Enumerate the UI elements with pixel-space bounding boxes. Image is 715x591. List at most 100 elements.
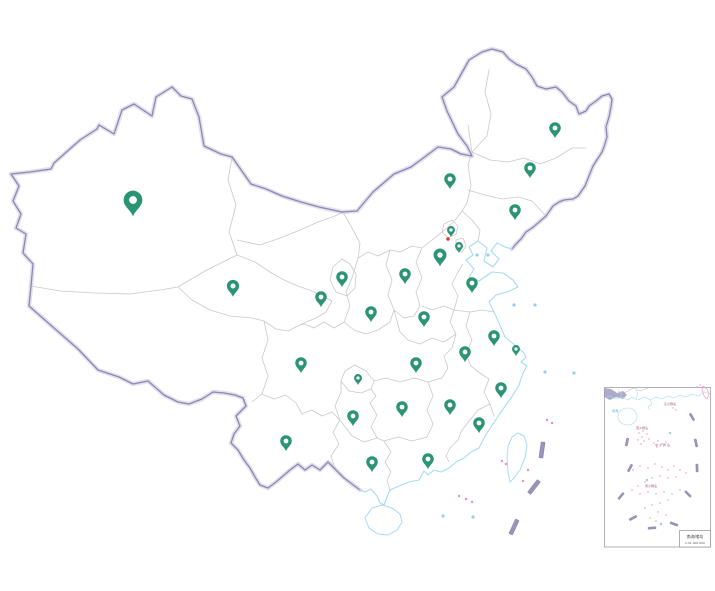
pin-hole [449,228,453,232]
map-pin-shandong[interactable] [466,277,478,294]
map-pin-gansu[interactable] [315,291,327,308]
map-pin-shanghai[interactable] [512,345,520,357]
map-pin-jiangsu[interactable] [488,330,500,347]
map-pin-liaoning[interactable] [509,204,521,221]
inset-island-dot [639,493,641,495]
pin-hole [469,280,475,286]
pin-hole [514,347,518,351]
map-pin-yunnan[interactable] [280,435,292,452]
pin-hole [498,385,504,391]
pin-hole [402,271,408,277]
map-pin-hunan[interactable] [396,401,408,418]
map-pin-neimenggu[interactable] [444,173,456,190]
map-pin-shanxi[interactable] [399,268,411,285]
pin-hole [283,438,289,444]
inset-island-dot [651,504,653,506]
map-pin-chongqing[interactable] [354,374,362,386]
inset-island-dot [672,407,674,409]
coastline [359,240,528,506]
inset-island-dot [654,463,656,465]
map-pin-guangxi[interactable] [366,456,378,473]
map-pin-zhejiang[interactable] [495,382,507,399]
map-pin-jilin[interactable] [524,162,536,179]
map-pin-henan[interactable] [418,311,430,328]
sea-dot-blue [512,303,516,307]
map-pin-fujian[interactable] [473,417,485,434]
sea-dot-blue [572,371,576,375]
inset-island-dot [641,436,643,438]
pin-hole [369,459,375,465]
map-pin-sichuan[interactable] [295,357,307,374]
inset-island-dot [667,499,669,501]
island-dot-pink [545,418,549,422]
pin-hole [399,404,405,410]
inset-island-dot [655,520,657,522]
country-border [10,48,613,491]
pin-hole [447,402,453,408]
map-pin-shaanxi[interactable] [365,306,377,323]
inset-dash-bar [617,492,625,500]
inset-dash-bar [689,412,695,422]
map-pin-ningxia[interactable] [336,271,348,288]
inset-island-dot [665,514,667,516]
map-pin-hubei[interactable] [410,357,422,374]
inset-coastline [603,389,711,411]
inset-island-dot [661,443,663,445]
inset-island-dot [651,477,653,479]
inset-mainland-coast [604,387,649,395]
inset-island-dot [673,465,675,467]
inset-hainan [617,407,638,426]
sea-marks-layer [441,253,576,536]
map-pin-qinghai[interactable] [226,279,240,297]
hainan-island [364,504,403,536]
inset-dash-bar [627,463,633,473]
map-pin-beijing[interactable] [447,226,455,238]
island-dot-pink [521,479,525,483]
map-pin-xinjiang[interactable] [123,190,143,217]
sea-dot-blue [471,515,475,519]
inset-scale: 1:31 000 000 [685,541,705,545]
inset-dash-bar [684,490,692,498]
inset-island-dot [675,476,677,478]
pin-hole [368,309,374,315]
map-pin-guizhou[interactable] [347,410,359,427]
inset-island-dot [632,469,634,471]
sea-dot-blue [475,253,479,257]
map-pin-heilongjiang[interactable] [549,122,561,139]
taiwan-island [506,432,528,484]
boundary-dash-bar [508,518,520,536]
map-pin-jiangxi[interactable] [444,399,456,416]
inset-island-dot [656,446,658,448]
pin-hole [512,207,518,213]
inset-island-dot [657,511,659,513]
sea-dot-blue [486,253,490,257]
inset-title: 南海诸岛 [687,533,704,540]
inset-taiwan [701,385,710,400]
map-pin-guangdong[interactable] [422,453,434,470]
inset-island-dot [640,443,642,445]
pin-hole [425,456,431,462]
map-pin-hebei[interactable] [433,248,447,267]
inset-island-dot [679,469,681,471]
pin-hole [356,376,360,380]
inset-island-dot [667,469,669,471]
inset-island-dot [648,438,650,440]
pin-hole [462,349,468,355]
inset-sea-dot [668,431,672,435]
map-pin-tianjin[interactable] [455,242,463,254]
inset-dongsha-label: 东沙群岛 [664,401,676,406]
inset-zhongsha-label: 中 沙 群 岛 [655,442,670,447]
inset-title-box [679,530,711,548]
island-dot-pink [550,421,554,425]
boundary-dash-bar [538,441,546,459]
pin-hole [421,314,427,320]
inset-island-dot [661,466,663,468]
pin-hole [318,294,324,300]
map-pin-anhui[interactable] [459,346,471,363]
inset-sea-dot [659,522,663,526]
island-dot-pink [526,468,530,472]
inset-island-dot [646,433,648,435]
inset-island-dot [679,489,681,491]
inset-island-dot [637,485,639,487]
